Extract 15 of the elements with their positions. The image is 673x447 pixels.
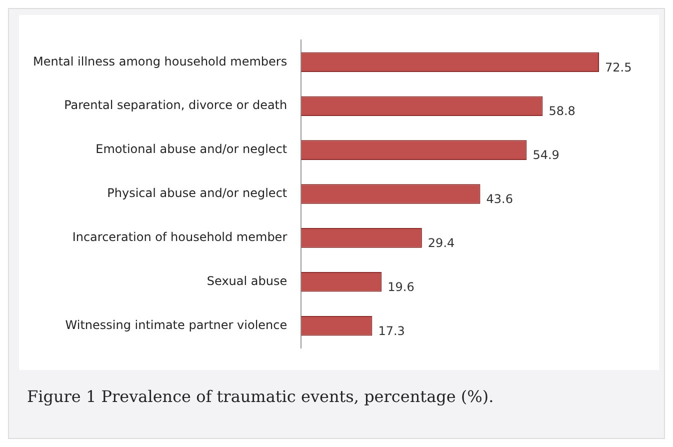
- y-tick-label: Mental illness among household members: [32, 54, 288, 68]
- data-label: 17.3: [378, 324, 405, 338]
- data-label: 43.6: [486, 192, 513, 206]
- y-tick-label: Emotional abuse and/or neglect: [96, 142, 288, 156]
- data-label: 72.5: [605, 60, 632, 74]
- data-label: 19.6: [388, 280, 414, 294]
- y-tick-label: Physical abuse and/or neglect: [107, 186, 288, 200]
- y-tick-label: Parental separation, divorce or death: [64, 98, 288, 112]
- y-tick-label: Incarceration of household member: [72, 230, 288, 244]
- caption: Figure 1 Prevalence of traumatic events, percentage (%).: [27, 387, 494, 406]
- data-label: 54.9: [532, 148, 560, 162]
- data-label: 58.8: [548, 104, 576, 118]
- y-tick-label: Witnessing intimate partner violence: [65, 318, 288, 332]
- y-tick-label: Sexual abuse: [206, 274, 288, 288]
- data-label: 29.4: [428, 236, 455, 250]
